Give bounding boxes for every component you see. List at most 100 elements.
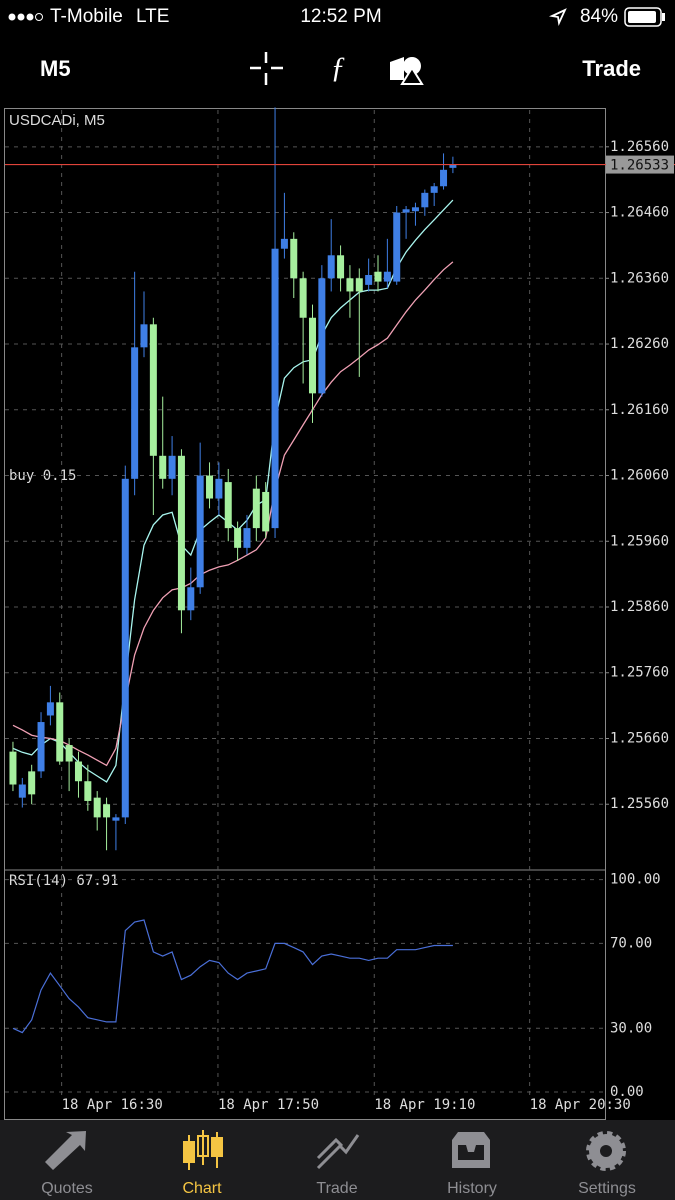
candle-body xyxy=(149,324,157,456)
y-tick-label: 1.25960 xyxy=(610,533,669,549)
moving-average xyxy=(12,199,454,783)
y-tick-label: 1.26160 xyxy=(610,402,669,418)
tab-label[interactable]: Chart xyxy=(182,1180,222,1197)
crosshair-button[interactable] xyxy=(250,52,283,85)
tab-label[interactable]: Settings xyxy=(578,1180,636,1197)
y-tick-label: 30.00 xyxy=(610,1020,652,1036)
candle-body xyxy=(280,238,288,249)
candle-body xyxy=(56,702,64,762)
candle-body xyxy=(177,455,185,611)
x-tick-label: 18 Apr 20:30 xyxy=(530,1097,631,1113)
candle-body xyxy=(9,751,17,785)
indicators-button[interactable]: ƒ xyxy=(331,51,346,84)
candle-body xyxy=(430,186,438,193)
history-icon xyxy=(452,1132,490,1168)
y-tick-label: 1.25660 xyxy=(610,730,669,746)
battery-text: 84% xyxy=(580,6,618,27)
chart-frame xyxy=(4,108,606,1120)
tabs: Quotes Chart Trade History Settings xyxy=(41,1180,636,1197)
y-tick-label: 1.25560 xyxy=(610,796,669,812)
candle-body xyxy=(299,278,307,318)
candle-body xyxy=(308,317,316,394)
tab-label[interactable]: History xyxy=(447,1180,497,1197)
location-icon xyxy=(548,8,567,27)
candle-body xyxy=(18,784,26,798)
candle-body xyxy=(252,488,260,529)
candle-body xyxy=(383,271,391,282)
candle-body xyxy=(121,478,129,818)
trade-button[interactable]: Trade xyxy=(582,56,641,81)
candle-body xyxy=(140,324,148,348)
x-tick-label: 18 Apr 16:30 xyxy=(62,1097,163,1113)
timeframe-button[interactable]: M5 xyxy=(40,56,71,81)
tab-label[interactable]: Quotes xyxy=(41,1180,93,1197)
battery-icon xyxy=(624,7,665,27)
candle-body xyxy=(74,761,82,782)
settings-icon xyxy=(586,1131,626,1171)
candle-body xyxy=(159,455,167,479)
candle-body xyxy=(84,781,92,801)
y-tick-label: 1.26460 xyxy=(610,205,669,221)
candle-body xyxy=(65,745,73,762)
candle-body xyxy=(37,722,45,772)
candle-body xyxy=(168,455,176,479)
candle-body xyxy=(411,207,419,212)
network: LTE xyxy=(136,6,169,27)
candle-body xyxy=(393,212,401,282)
candle-body xyxy=(224,482,232,529)
quotes-icon xyxy=(45,1131,86,1170)
candle-body xyxy=(355,278,363,292)
rsi-line xyxy=(12,919,453,1034)
candle-body xyxy=(365,275,373,285)
candle-body xyxy=(346,278,354,292)
current-price-label: 1.26533 xyxy=(610,158,669,174)
candle-body xyxy=(318,278,326,394)
y-tick-label: 70.00 xyxy=(610,935,652,951)
tab-label[interactable]: Trade xyxy=(316,1180,357,1197)
plot: 1.25560 1.25660 1.25760 1.25860 1.25960 1.260… xyxy=(5,107,675,1113)
clock: 12:52 PM xyxy=(300,6,381,27)
chart-icon xyxy=(183,1130,223,1170)
x-tick-label: 18 Apr 19:10 xyxy=(374,1097,475,1113)
candle-body xyxy=(206,475,214,499)
y-tick-label: 1.25760 xyxy=(610,665,669,681)
tab-bar xyxy=(0,1120,675,1200)
y-tick-label: 1.26560 xyxy=(610,139,669,155)
signal xyxy=(8,13,43,21)
candle-body xyxy=(93,797,101,818)
candle-body xyxy=(187,587,195,611)
candle-body xyxy=(449,164,457,168)
candle-body xyxy=(374,271,382,282)
candle-body xyxy=(234,528,242,548)
y-tick-label: 1.26360 xyxy=(610,270,669,286)
objects-button[interactable] xyxy=(390,57,424,85)
candle-body xyxy=(337,255,345,279)
y-tick-label: 100.00 xyxy=(610,872,661,888)
candle-body xyxy=(440,169,448,187)
candle-body xyxy=(271,248,279,529)
trade-icon xyxy=(316,1134,360,1170)
candle-body xyxy=(243,528,251,548)
candle-body xyxy=(215,478,223,499)
chart-title: USDCADi, M5 xyxy=(9,112,105,129)
candle-body xyxy=(46,702,54,716)
candle-body xyxy=(262,491,270,532)
x-tick-label: 18 Apr 17:50 xyxy=(218,1097,319,1113)
y-tick-label: 0.00 xyxy=(610,1084,644,1100)
candle-body xyxy=(131,347,139,479)
candle-body xyxy=(196,475,204,588)
y-tick-label: 1.26260 xyxy=(610,336,669,352)
candle-body xyxy=(112,817,120,821)
candle-body xyxy=(402,209,410,213)
candle-body xyxy=(421,192,429,208)
candle-body xyxy=(327,255,335,279)
candle-body xyxy=(290,238,298,279)
rsi-title: RSI(14) 67.91 xyxy=(9,873,119,889)
candle-body xyxy=(28,771,36,795)
y-tick-label: 1.25860 xyxy=(610,599,669,615)
moving-average xyxy=(12,261,454,767)
carrier: T-Mobile xyxy=(50,6,123,27)
